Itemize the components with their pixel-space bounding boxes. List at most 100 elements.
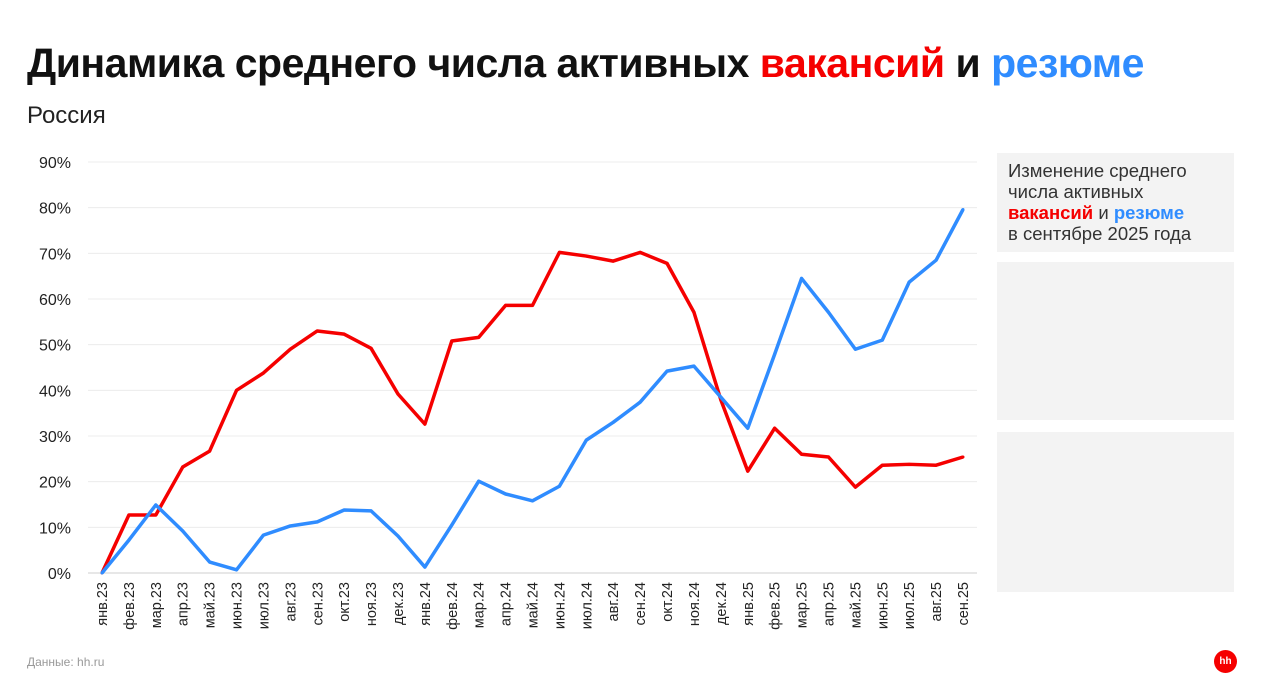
title-and: и [955, 40, 981, 86]
data-point [961, 455, 965, 459]
note-resumes: резюме [1113, 202, 1185, 223]
x-tick-label: дек.24 [714, 582, 730, 625]
data-point [261, 371, 265, 375]
data-point [531, 303, 534, 307]
data-point [800, 276, 804, 280]
x-tick-label: сен.23 [310, 582, 326, 625]
data-point [961, 207, 965, 211]
x-tick-label: май.24 [526, 582, 542, 628]
x-tick-label: окт.23 [337, 582, 353, 622]
x-tick-label: ноя.23 [364, 582, 380, 626]
data-point [504, 303, 508, 307]
data-point [907, 280, 911, 284]
data-point [826, 310, 830, 314]
x-tick-label: мар.23 [149, 582, 165, 628]
title-resumes: резюме [991, 40, 1144, 86]
data-point [450, 523, 454, 527]
y-tick-label: 30% [39, 429, 71, 446]
source-note: Данные: hh.ru [27, 655, 105, 669]
x-tick-label: июн.23 [230, 582, 246, 629]
data-point [342, 508, 346, 512]
side-note: Изменение среднего числа активных ваканс… [997, 153, 1234, 252]
x-tick-label: янв.23 [95, 582, 111, 626]
data-point [934, 463, 938, 467]
data-point [934, 258, 938, 262]
data-point [557, 250, 561, 254]
data-point [315, 520, 319, 524]
data-point [369, 346, 373, 350]
hh-logo: hh [1214, 650, 1237, 673]
data-point [584, 438, 588, 442]
y-tick-label: 90% [39, 155, 71, 172]
data-point [127, 538, 131, 542]
x-tick-label: сен.24 [633, 582, 649, 625]
x-tick-label: мар.24 [472, 582, 488, 628]
data-point [773, 426, 777, 430]
x-tick-label: мар.25 [795, 582, 811, 628]
data-point [423, 565, 427, 569]
data-point [396, 534, 400, 538]
resumes-change-panel [997, 432, 1234, 592]
data-point [477, 335, 481, 339]
data-point [369, 509, 373, 513]
data-point [773, 352, 777, 356]
data-point [154, 513, 158, 517]
x-tick-label: янв.25 [741, 582, 757, 626]
page-title: Динамика среднего числа активных ваканси… [27, 40, 1144, 87]
x-tick-label: авг.25 [929, 582, 945, 621]
data-point [477, 479, 481, 483]
x-tick-label: авг.24 [606, 582, 622, 621]
data-point [531, 499, 534, 503]
x-tick-label: апр.23 [176, 582, 192, 626]
data-point [853, 347, 857, 351]
y-tick-label: 50% [39, 338, 71, 355]
data-point [127, 513, 131, 517]
data-point [208, 560, 212, 564]
data-point [611, 259, 615, 263]
data-point [288, 347, 292, 351]
x-tick-label: апр.24 [499, 582, 515, 626]
data-point [853, 485, 857, 489]
x-tick-label: июн.25 [875, 582, 891, 629]
x-tick-label: фев.23 [122, 582, 138, 630]
y-tick-label: 10% [39, 520, 71, 537]
x-tick-label: фев.24 [445, 582, 461, 630]
data-point [235, 568, 239, 572]
vacancies-change-panel [997, 262, 1234, 420]
y-tick-label: 60% [39, 292, 71, 309]
data-point [907, 462, 911, 466]
y-tick-label: 20% [39, 475, 71, 492]
data-point [154, 503, 158, 507]
data-point [665, 261, 669, 265]
x-tick-label: дек.23 [391, 582, 407, 625]
data-point [880, 463, 884, 467]
data-point [557, 484, 561, 488]
x-tick-label: ноя.24 [687, 582, 703, 626]
x-tick-label: июл.24 [579, 582, 595, 629]
data-point [638, 250, 642, 254]
x-tick-label: май.25 [848, 582, 864, 628]
x-tick-label: фев.25 [768, 582, 784, 630]
x-tick-label: июл.25 [902, 582, 918, 629]
data-point [746, 469, 750, 473]
x-tick-label: сен.25 [956, 582, 972, 625]
data-point [450, 339, 454, 343]
data-point [181, 529, 185, 533]
note-vacancies: вакансий [1008, 202, 1094, 223]
x-tick-label: июн.24 [552, 582, 568, 629]
data-point [638, 400, 642, 404]
title-vacancies: вакансий [759, 40, 945, 86]
data-point [692, 310, 696, 314]
title-text: Динамика среднего числа активных [27, 40, 749, 86]
data-point [235, 388, 239, 392]
data-point [584, 254, 588, 258]
data-point [181, 465, 185, 469]
data-point [208, 449, 212, 453]
note-text: Изменение среднего числа активных [1008, 160, 1187, 202]
data-point [692, 364, 696, 368]
data-point [423, 422, 427, 426]
data-point [611, 420, 615, 424]
data-point [288, 524, 292, 528]
data-point [746, 426, 750, 430]
